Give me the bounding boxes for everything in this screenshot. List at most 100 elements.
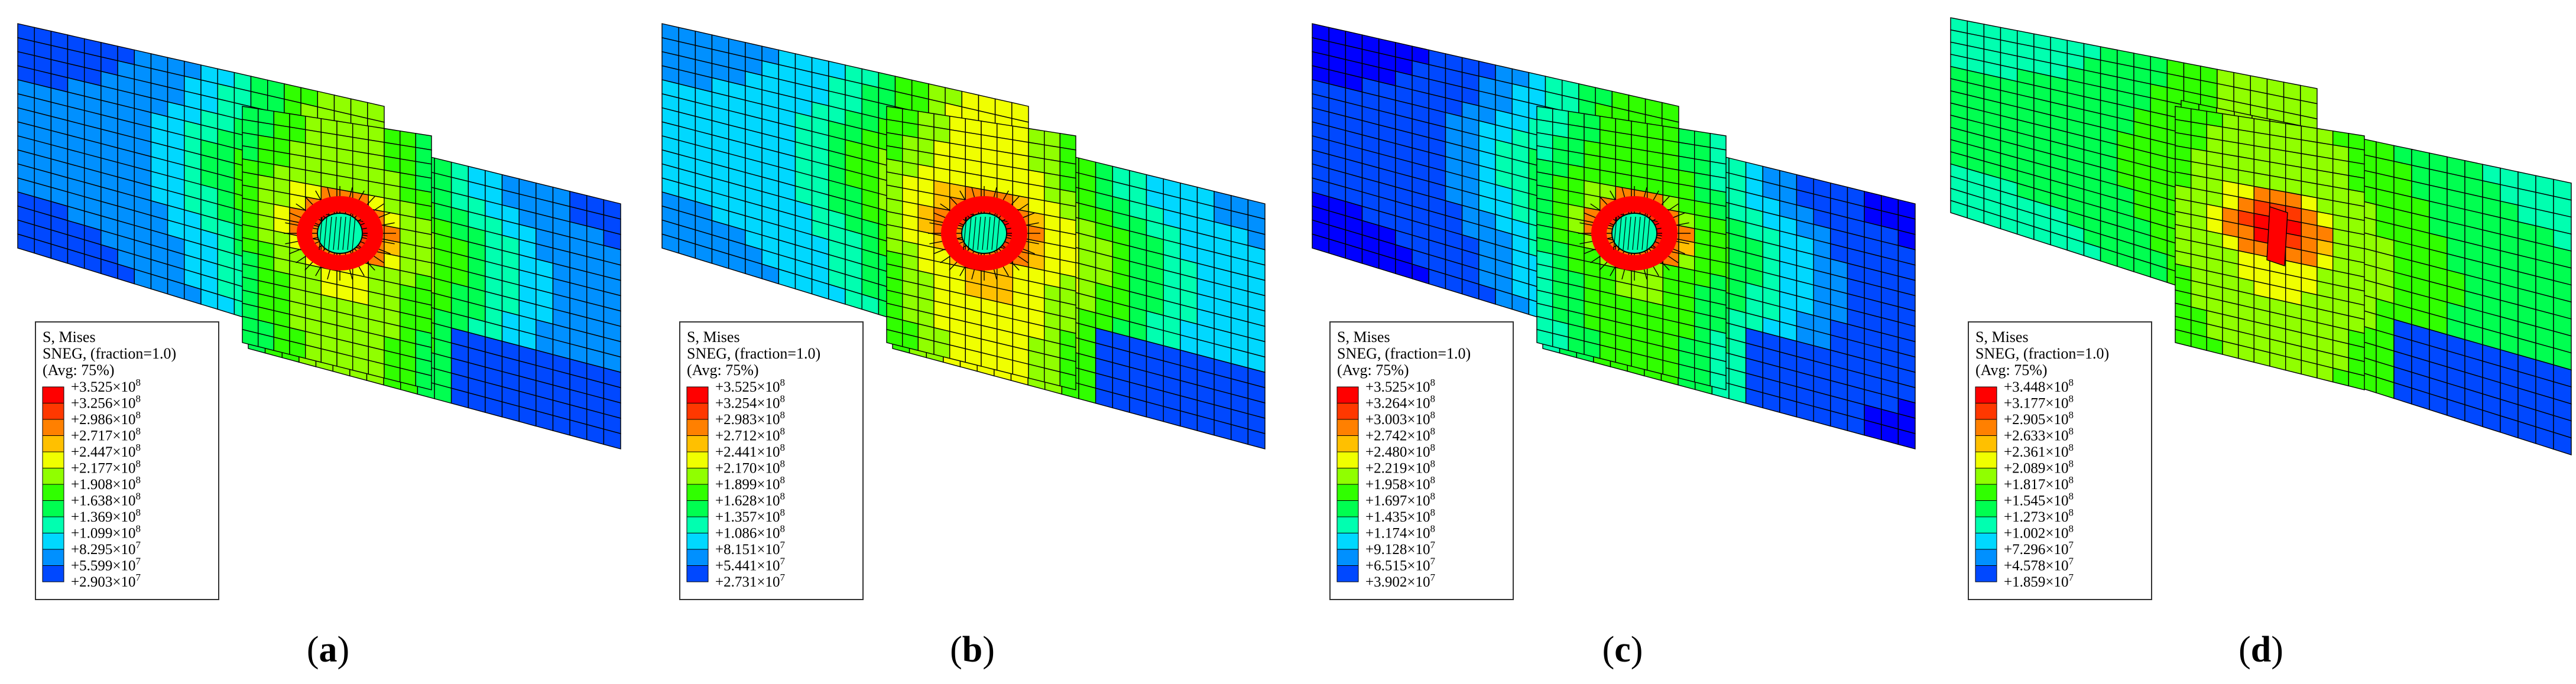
legend-swatch <box>1975 500 1997 517</box>
legend-swatch <box>1975 386 1997 403</box>
legend-swatch <box>42 549 64 566</box>
panel-caption: (d) <box>2238 630 2283 670</box>
hole-mesh-line <box>323 216 327 250</box>
mesh-element <box>2348 371 2365 390</box>
hole-mesh-line <box>987 216 991 250</box>
legend-swatch <box>686 500 709 517</box>
legend-swatch <box>1975 435 1997 452</box>
legend-swatch <box>1975 565 1997 582</box>
legend-swatch <box>1336 435 1359 452</box>
legend-value: +1.357×108 <box>715 507 785 525</box>
bolt-hole <box>1578 186 1691 281</box>
legend-value: +1.628×108 <box>715 491 785 509</box>
legend-value: +1.908×108 <box>71 474 141 493</box>
legend-swatch <box>686 549 709 566</box>
legend-swatch <box>1336 451 1359 468</box>
legend-swatch <box>1336 419 1359 436</box>
legend-swatch <box>1336 549 1359 566</box>
hole-mesh-line <box>319 216 323 250</box>
bolt-hole <box>928 186 1040 281</box>
legend-swatch <box>686 419 709 436</box>
hole-mesh-line <box>982 216 986 250</box>
panel-caption: (a) <box>307 630 349 670</box>
legend-value: +2.089×108 <box>2004 458 2074 477</box>
legend-subtitle: SNEG, (fraction=1.0) <box>1975 345 2109 362</box>
hole-mesh-line <box>972 216 976 250</box>
legend-value: +2.731×107 <box>715 572 785 590</box>
bolt-contact-zone <box>2266 206 2288 266</box>
legend-swatch <box>1336 468 1359 485</box>
legend-value: +8.151×107 <box>715 539 785 558</box>
legend-avg: (Avg: 75%) <box>1337 361 1409 379</box>
legend-value: +2.717×108 <box>71 426 141 444</box>
legend-swatch <box>1336 403 1359 420</box>
peak-stress-element <box>2266 206 2288 266</box>
hole-mesh-line <box>1627 216 1631 250</box>
legend-value: +8.295×107 <box>71 539 141 558</box>
legend-value: +1.435×108 <box>1365 507 1435 525</box>
legend-swatch <box>686 451 709 468</box>
legend-value: +1.002×108 <box>2004 523 2074 542</box>
legend-value: +2.633×108 <box>2004 426 2074 444</box>
legend-value: +3.003×108 <box>1365 409 1435 428</box>
legend-swatch <box>1975 549 1997 566</box>
legend-value: +1.174×108 <box>1365 523 1435 542</box>
legend-value: +1.958×108 <box>1365 474 1435 493</box>
legend-swatch <box>1336 565 1359 582</box>
hole-mesh-line <box>1637 216 1641 250</box>
hole-mesh-line <box>977 216 981 250</box>
legend-swatch <box>686 565 709 582</box>
legend-swatch <box>686 468 709 485</box>
legend-swatch <box>42 386 64 403</box>
legend-swatch <box>686 484 709 501</box>
legend-value: +2.447×108 <box>71 442 141 460</box>
legend-value: +1.817×108 <box>2004 474 2074 493</box>
legend-value: +1.899×108 <box>715 474 785 493</box>
mesh-element <box>603 428 621 450</box>
hole-mesh-line <box>342 216 346 250</box>
legend-swatch <box>1336 484 1359 501</box>
legend-box <box>679 321 864 600</box>
legend-value: +3.254×108 <box>715 393 785 412</box>
legend-swatch <box>686 533 709 550</box>
legend-value: +1.273×108 <box>2004 507 2074 525</box>
legend-swatch <box>42 516 64 533</box>
legend-value: +4.578×107 <box>2004 556 2074 574</box>
legend-swatch <box>1336 533 1359 550</box>
legend-value: +6.515×107 <box>1365 556 1435 574</box>
mesh-element <box>1247 428 1266 450</box>
legend-swatch <box>686 516 709 533</box>
legend-title: S, Mises <box>43 328 96 346</box>
legend-value: +3.256×108 <box>71 393 141 412</box>
legend-swatch <box>42 533 64 550</box>
legend-value: +1.099×108 <box>71 523 141 542</box>
legend-swatch <box>686 386 709 403</box>
mesh-element <box>415 371 432 390</box>
legend-value: +2.986×108 <box>71 409 141 428</box>
hole-mesh-line <box>1641 216 1646 250</box>
hole-mesh-line <box>347 216 351 250</box>
legend-swatch <box>42 419 64 436</box>
legend-value: +2.361×108 <box>2004 442 2074 460</box>
legend-value: +2.441×108 <box>715 442 785 460</box>
legend-value: +2.742×108 <box>1365 426 1435 444</box>
hole-mesh-line <box>1618 216 1622 250</box>
hole-mesh-line <box>328 216 332 250</box>
legend-value: +1.086×108 <box>715 523 785 542</box>
legend-swatch <box>1975 533 1997 550</box>
legend-swatch <box>1975 468 1997 485</box>
legend-box <box>1329 321 1514 600</box>
legend-value: +5.599×107 <box>71 556 141 574</box>
legend-subtitle: SNEG, (fraction=1.0) <box>43 345 176 362</box>
legend-avg: (Avg: 75%) <box>1975 361 2048 379</box>
legend-value: +1.697×108 <box>1365 491 1435 509</box>
hole-mesh-line <box>1646 216 1650 250</box>
legend-swatch <box>42 451 64 468</box>
